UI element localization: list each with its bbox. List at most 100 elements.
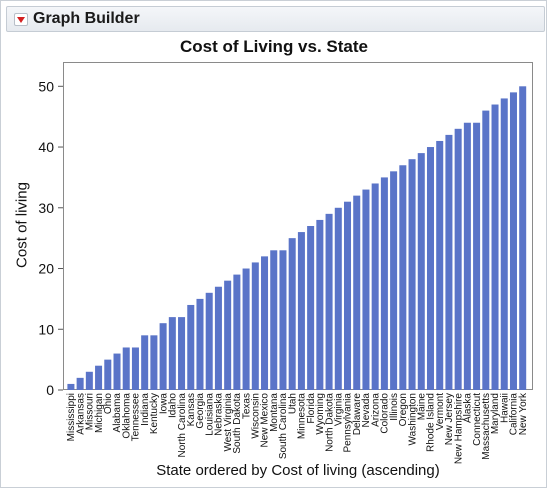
x-tick-label: Maryland	[490, 393, 501, 434]
bar	[509, 92, 517, 391]
chart-title: Cost of Living vs. State	[180, 37, 368, 56]
y-tick-label: 50	[38, 78, 54, 94]
x-tick-label: New Mexico	[260, 393, 271, 448]
bar	[150, 335, 158, 390]
x-tick-label: Rhode Island	[426, 393, 437, 452]
bar	[67, 383, 75, 390]
bar	[288, 238, 296, 390]
x-tick-label: Arkansas	[75, 393, 86, 435]
bar	[482, 110, 490, 390]
bar	[85, 371, 93, 390]
x-tick-label: Kansas	[186, 393, 197, 426]
bar	[344, 201, 352, 390]
x-tick-label: Missouri	[85, 393, 96, 430]
bar	[159, 323, 167, 390]
x-tick-label: Louisiana	[204, 393, 215, 436]
x-tick-label: Washington	[407, 393, 418, 445]
bar	[233, 274, 241, 390]
bar	[426, 147, 434, 390]
bar	[334, 207, 342, 390]
x-tick-label: New Hampshire	[453, 393, 464, 465]
bar	[307, 226, 315, 390]
y-tick-label: 20	[38, 261, 54, 277]
y-tick-label: 10	[38, 321, 54, 337]
bar	[76, 377, 84, 390]
red-triangle-icon	[17, 17, 25, 23]
bar	[371, 183, 379, 390]
bar	[445, 134, 453, 390]
bar	[408, 159, 416, 390]
bar	[224, 280, 232, 390]
bar	[242, 268, 250, 390]
x-tick-label: Connecticut	[472, 393, 483, 446]
y-tick-label: 30	[38, 200, 54, 216]
x-tick-label: Virginia	[333, 393, 344, 427]
x-tick-label: Oklahoma	[121, 393, 132, 439]
x-tick-label: California	[509, 393, 520, 436]
x-tick-label: Arizona	[370, 393, 381, 427]
bar	[316, 219, 324, 390]
bar	[500, 98, 508, 390]
x-tick-label: Utah	[287, 393, 298, 414]
x-axis-title: State ordered by Cost of living (ascendi…	[156, 462, 440, 479]
bar	[491, 104, 499, 391]
bar	[436, 140, 444, 390]
bar	[141, 335, 149, 390]
bar	[463, 122, 471, 391]
x-tick-label: Nebraska	[214, 393, 225, 436]
bar	[168, 317, 176, 390]
bar	[353, 195, 361, 390]
x-tick-label: South Carolina	[278, 393, 289, 460]
x-tick-label: West Virginia	[223, 393, 234, 452]
x-tick-label: Montana	[269, 393, 280, 432]
x-tick-label: Idaho	[168, 393, 179, 418]
bar	[279, 250, 287, 390]
x-tick-label: Texas	[241, 393, 252, 419]
x-tick-label: Alabama	[112, 393, 123, 433]
bar	[380, 177, 388, 390]
bar	[214, 286, 222, 390]
x-tick-label: North Dakota	[324, 393, 335, 452]
bar	[270, 250, 278, 390]
bar	[104, 359, 112, 390]
bar	[473, 122, 481, 391]
bar	[131, 347, 139, 390]
x-tick-label: Minnesota	[297, 393, 308, 440]
x-tick-label: Vermont	[435, 393, 446, 430]
x-tick-label: Massachusetts	[481, 393, 492, 460]
x-tick-label: Tennessee	[131, 393, 142, 442]
x-tick-label: Wyoming	[315, 393, 326, 435]
bar	[113, 353, 121, 390]
bar	[399, 165, 407, 390]
bar	[122, 347, 130, 390]
x-tick-label: Hawaii	[499, 393, 510, 423]
x-tick-label: Alaska	[463, 393, 474, 423]
red-triangle-menu-button[interactable]	[14, 13, 28, 26]
bar	[261, 256, 269, 390]
x-tick-label: Kentucky	[149, 393, 160, 434]
x-tick-label: New York	[518, 392, 529, 435]
bar	[417, 153, 425, 390]
bar	[454, 128, 462, 390]
x-tick-label: Georgia	[195, 393, 206, 429]
bar	[95, 365, 103, 390]
panel-title: Graph Builder	[33, 10, 140, 27]
x-tick-label: North Carolina	[177, 393, 188, 458]
x-tick-label: Indiana	[140, 393, 151, 426]
x-tick-label: Maine	[416, 393, 427, 421]
x-tick-label: Colorado	[380, 393, 391, 434]
bar	[519, 86, 527, 391]
x-tick-label: Ohio	[103, 393, 114, 415]
x-tick-label: Nevada	[361, 393, 372, 428]
x-tick-label: Iowa	[158, 393, 169, 415]
bar	[297, 232, 305, 390]
x-tick-label: New Jersey	[444, 393, 455, 445]
bar	[325, 213, 333, 390]
bar	[390, 171, 398, 390]
x-tick-label: Pennsylvania	[343, 393, 354, 453]
bar	[178, 317, 186, 390]
bar	[251, 262, 259, 390]
bar	[196, 298, 204, 390]
y-tick-label: 0	[46, 382, 54, 398]
